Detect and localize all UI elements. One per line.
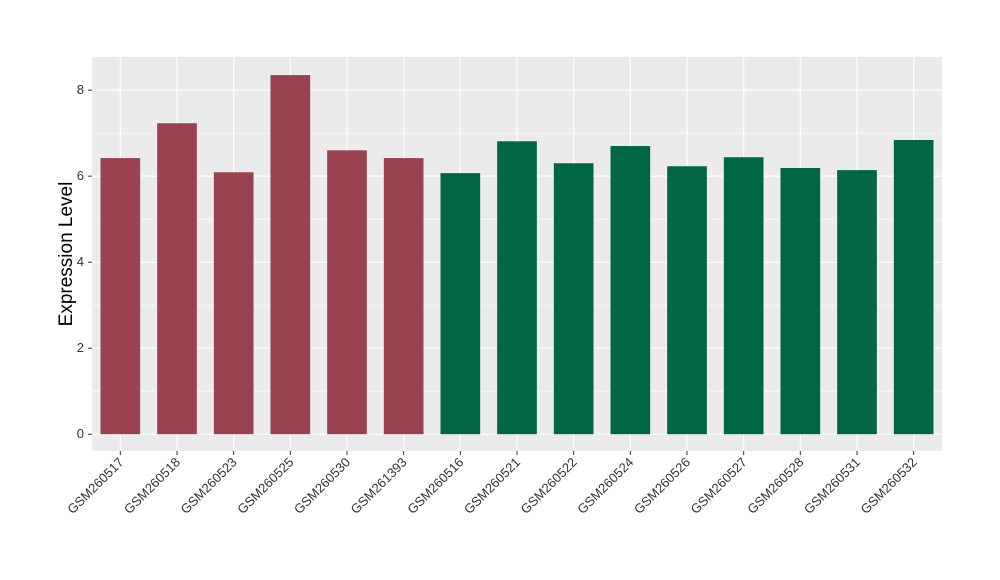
y-tick-label: 4 (77, 254, 84, 269)
bar-GSM260525 (270, 75, 311, 435)
y-tick-label: 0 (77, 426, 84, 441)
bar-GSM261393 (383, 158, 424, 435)
bar-GSM260532 (893, 140, 934, 435)
bar-GSM260527 (723, 157, 764, 435)
x-tick-label: GSM260525 (234, 455, 296, 517)
bar-GSM260517 (100, 158, 141, 435)
x-tick-label: GSM261393 (348, 455, 410, 517)
bar-GSM260523 (213, 172, 254, 435)
x-tick-label: GSM260518 (121, 455, 183, 517)
x-tick-label: GSM260522 (518, 455, 580, 517)
x-tick-label: GSM260532 (858, 455, 920, 517)
x-tick-label: GSM260527 (688, 455, 750, 517)
x-tick-label: GSM260526 (631, 455, 693, 517)
y-axis-title: Expression Level (56, 182, 77, 327)
y-tick-label: 8 (77, 82, 84, 97)
x-tick-label: GSM260516 (404, 455, 466, 517)
bar-GSM260521 (497, 141, 537, 435)
y-tick-label: 6 (77, 168, 84, 183)
x-tick-label: GSM260524 (574, 455, 636, 517)
bar-GSM260516 (440, 173, 481, 435)
bar-GSM260526 (667, 166, 707, 435)
x-tick-label: GSM260528 (744, 455, 806, 517)
bar-GSM260531 (837, 170, 877, 435)
x-tick-label: GSM260521 (461, 455, 523, 517)
bar-GSM260522 (553, 163, 594, 435)
y-tick-label: 2 (77, 340, 84, 355)
bar-GSM260530 (327, 150, 367, 435)
x-tick-label: GSM260530 (291, 455, 353, 517)
x-tick-label: GSM260517 (64, 455, 126, 517)
bar-GSM260524 (610, 146, 651, 435)
bar-GSM260528 (780, 167, 821, 435)
x-tick-label: GSM260523 (178, 455, 240, 517)
bar-GSM260518 (157, 123, 197, 435)
x-tick-label: GSM260531 (801, 455, 863, 517)
